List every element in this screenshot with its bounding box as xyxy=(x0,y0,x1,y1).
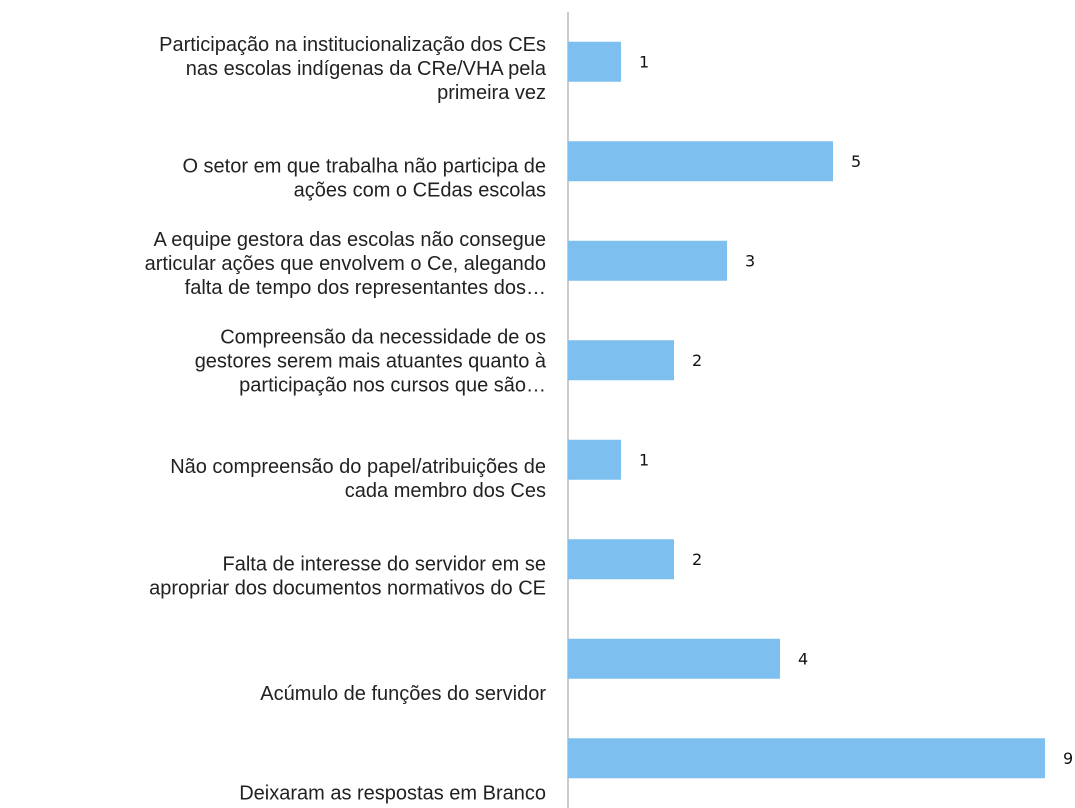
category-label-line: ações com o CEdas escolas xyxy=(294,180,546,202)
value-label: 5 xyxy=(851,152,861,171)
value-label: 2 xyxy=(692,351,702,370)
value-label: 3 xyxy=(745,251,755,270)
bar xyxy=(568,141,833,182)
category-label-line: Falta de interesse do servidor em se xyxy=(223,554,547,576)
category-label-line: articular ações que envolvem o Ce, alega… xyxy=(145,253,546,275)
category-label: Compreensão da necessidade de os gestores… xyxy=(195,327,547,397)
value-label: 1 xyxy=(639,450,649,469)
bar xyxy=(568,240,727,281)
category-label-line: falta de tempo dos representantes dos… xyxy=(185,277,546,299)
value-label: 1 xyxy=(639,52,649,71)
category-label-line: apropriar dos documentos normativos do C… xyxy=(149,578,546,600)
category-label-line: gestores serem mais atuantes quanto à xyxy=(195,351,547,373)
bar xyxy=(568,539,674,580)
category-label: A equipe gestora das escolas não consegu… xyxy=(145,229,546,299)
category-label: Acúmulo de funções do servidor xyxy=(260,683,546,705)
category-label-line: Deixaram as respostas em Branco xyxy=(239,783,546,805)
bar xyxy=(568,738,1045,779)
bar xyxy=(568,638,780,679)
category-label-line: O setor em que trabalha não participa de xyxy=(182,156,546,178)
category-label: Não compreensão do papel/atribuições de c… xyxy=(170,456,546,502)
category-label-line: Não compreensão do papel/atribuições de xyxy=(170,456,546,478)
category-label-line: nas escolas indígenas da CRe/VHA pela xyxy=(186,58,547,80)
category-label-line: A equipe gestora das escolas não consegu… xyxy=(153,229,546,251)
category-label-line: Participação na institucionalização dos … xyxy=(159,34,546,56)
value-label: 9 xyxy=(1063,749,1073,768)
category-label-line: participação nos cursos que são… xyxy=(239,375,546,397)
category-label: Deixaram as respostas em Branco xyxy=(239,783,546,805)
category-label-line: Acúmulo de funções do servidor xyxy=(260,683,546,705)
bar xyxy=(568,340,674,381)
bar xyxy=(568,439,621,480)
value-label: 4 xyxy=(798,649,808,668)
category-label: Falta de interesse do servidor em se apro… xyxy=(149,554,546,600)
value-label: 2 xyxy=(692,550,702,569)
category-label-line: primeira vez xyxy=(437,82,546,104)
category-label: O setor em que trabalha não participa de… xyxy=(182,156,546,202)
category-label-line: Compreensão da necessidade de os xyxy=(220,327,546,349)
category-label-line: cada membro dos Ces xyxy=(345,480,546,502)
category-label: Participação na institucionalização dos … xyxy=(159,34,547,104)
bar xyxy=(568,41,621,82)
